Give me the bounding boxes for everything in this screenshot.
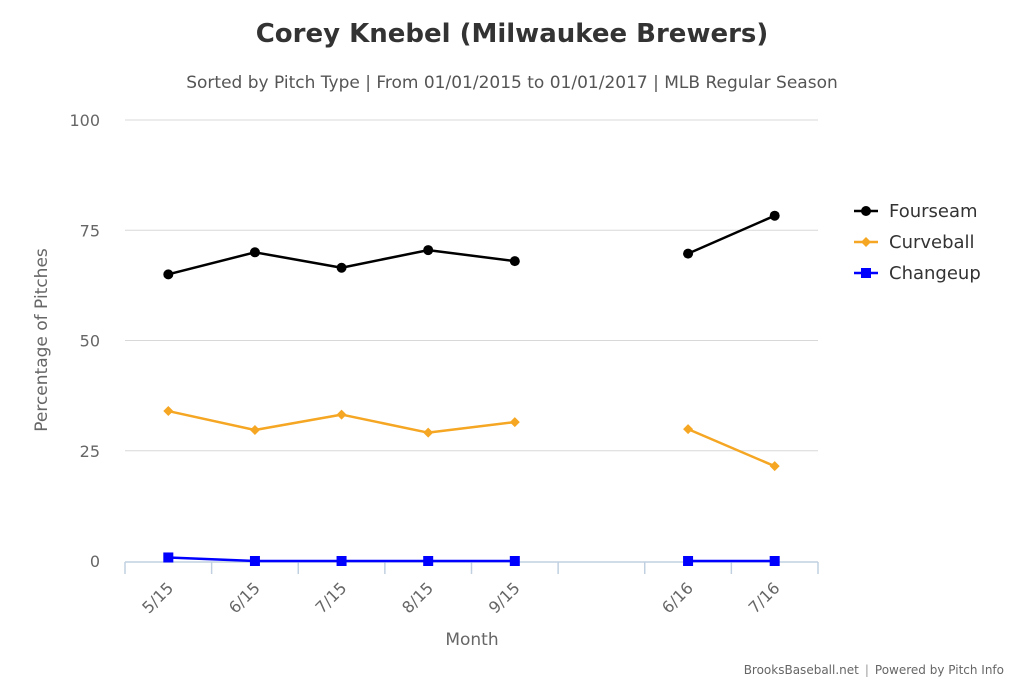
x-tick-label: 9/15 [485,578,524,617]
data-point-fourseam [769,210,780,221]
data-point-changeup [509,556,520,566]
x-axis-label: Month [445,630,498,650]
svg-text:BrooksBaseball.net|Powered by: BrooksBaseball.net | Powered by Pitch Info [744,663,1004,677]
x-tick-label: 8/15 [398,578,437,617]
y-tick-label: 0 [90,552,100,571]
y-tick-label: 50 [80,332,100,351]
data-point-changeup [249,556,260,566]
legend-label: Curveball [889,232,975,253]
data-point-fourseam [249,247,260,258]
data-point-fourseam [683,248,694,259]
legend-marker [861,237,871,247]
legend-label: Changeup [889,263,981,284]
legend-item-changeup[interactable]: Changeup [854,263,981,284]
credit[interactable]: BrooksBaseball.net | Powered by Pitch Info [744,663,1004,677]
y-tick-label: 25 [80,442,100,461]
data-point-changeup [683,556,694,566]
x-tick-label: 6/16 [658,578,697,617]
legend-item-fourseam[interactable]: Fourseam [854,201,978,222]
chart-title: Corey Knebel (Milwaukee Brewers) [256,19,769,49]
data-point-changeup [769,556,780,566]
x-tick-label: 7/15 [312,578,351,617]
x-tick-label: 7/16 [745,578,784,617]
chart-subtitle: Sorted by Pitch Type | From 01/01/2015 t… [186,73,838,93]
legend-item-curveball[interactable]: Curveball [854,232,975,253]
data-point-curveball [683,424,694,435]
data-point-curveball [249,425,260,436]
credit-powered[interactable]: Powered by Pitch Info [875,663,1004,677]
credit-source[interactable]: BrooksBaseball.net [744,663,859,677]
data-point-curveball [509,417,520,428]
data-point-fourseam [509,256,520,267]
y-axis-label: Percentage of Pitches [32,248,52,432]
credit-separator: | [865,663,869,677]
grid [125,119,818,452]
series-layer [163,210,780,566]
series-line-curveball [687,427,776,468]
y-tick-label: 75 [80,221,100,240]
y-axis: 0 25 50 75 100 [69,111,100,571]
series-fourseam [163,210,780,280]
legend[interactable]: Fourseam Curveball Changeup [854,201,981,284]
data-point-curveball [163,406,174,417]
legend-marker [861,268,871,278]
legend-marker [861,206,871,216]
series-curveball [163,406,780,472]
x-tick-label: 5/15 [138,578,177,617]
x-axis: 5/15 6/15 7/15 8/15 9/15 6/16 7/16 [124,561,819,617]
data-point-changeup [163,552,174,563]
data-point-fourseam [423,245,434,256]
data-point-curveball [336,409,347,420]
data-point-curveball [769,461,780,472]
series-changeup [163,552,780,566]
x-tick-label: 6/15 [225,578,264,617]
legend-label: Fourseam [889,201,978,222]
data-point-curveball [423,427,434,438]
data-point-fourseam [336,262,347,273]
series-line-fourseam [687,214,776,255]
data-point-changeup [336,556,347,566]
data-point-fourseam [163,269,174,280]
data-point-changeup [423,556,434,566]
y-tick-label: 100 [69,111,100,130]
